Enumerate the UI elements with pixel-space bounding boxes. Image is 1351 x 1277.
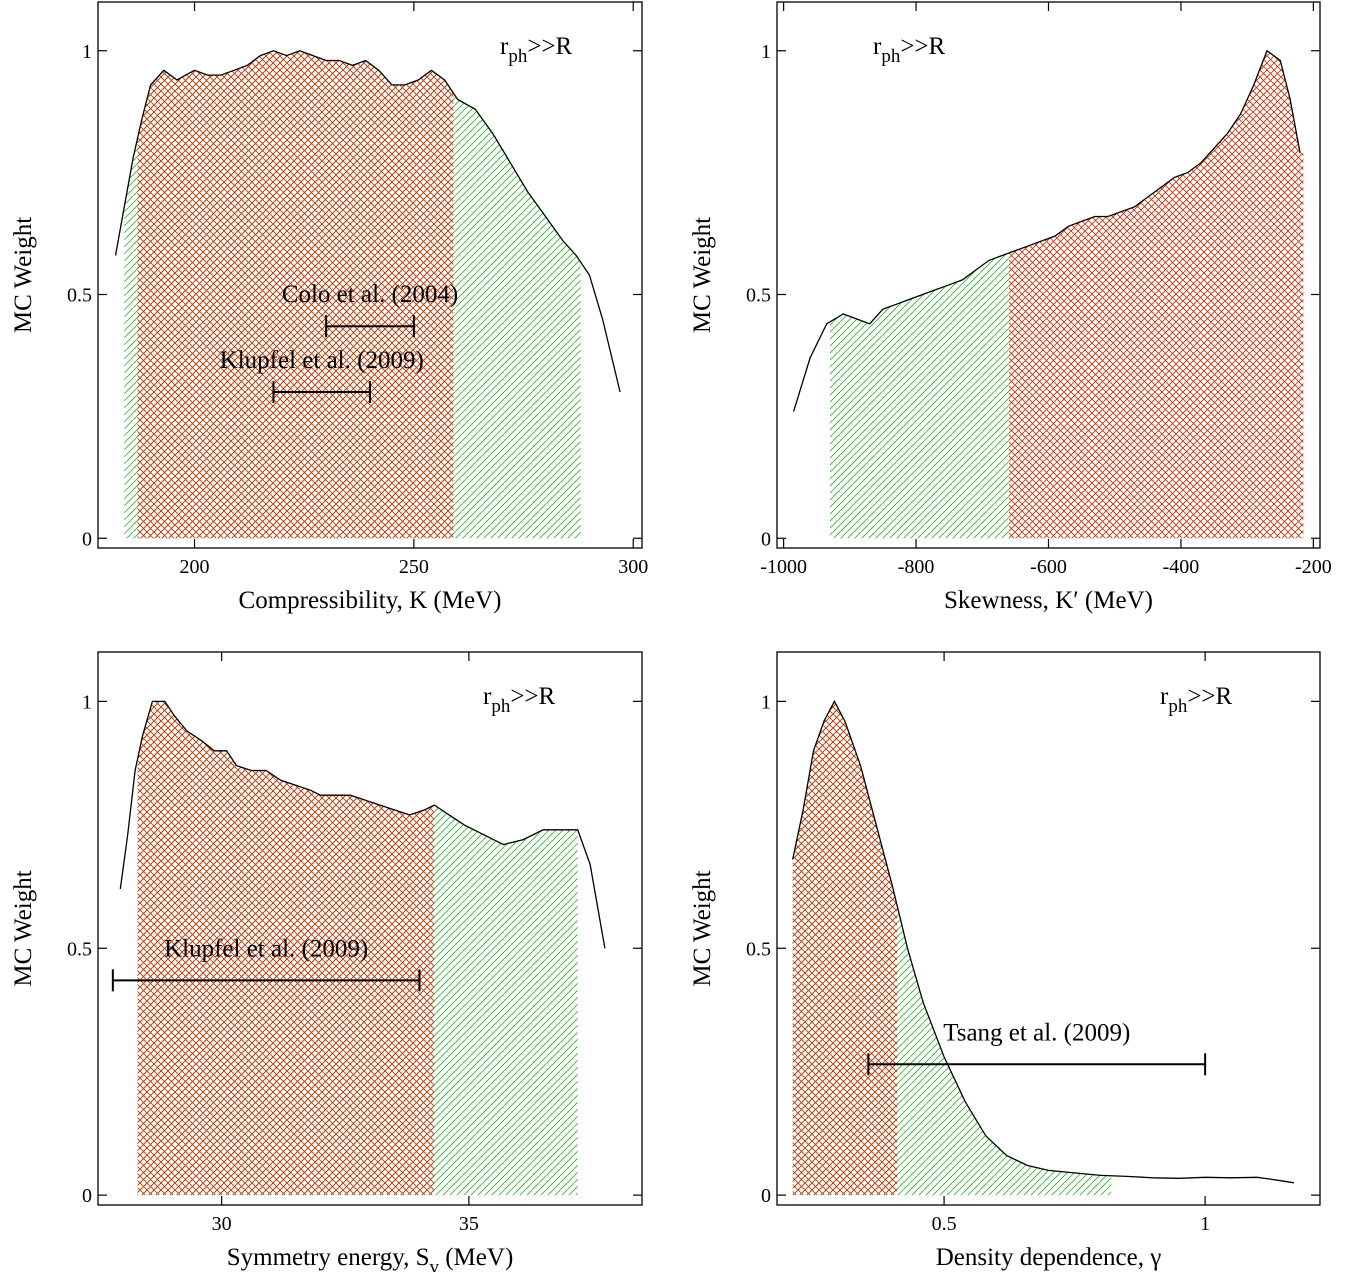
x-tick-label: 300	[618, 556, 648, 578]
condition-label: rph>>R	[500, 33, 573, 67]
y-tick-label: 0.5	[67, 938, 92, 960]
x-axis-label: Compressibility, K (MeV)	[239, 587, 502, 614]
red-shaded-region	[793, 701, 897, 1195]
y-tick-label: 0	[82, 1185, 92, 1207]
x-axis-label: Symmetry energy, Sv (MeV)	[227, 1244, 514, 1272]
error-bar-label: Colo et al. (2004)	[282, 281, 458, 308]
y-tick-label: 0	[761, 528, 771, 550]
x-tick-label: 0.5	[932, 1213, 957, 1235]
condition-label-tail: >>R	[900, 33, 945, 60]
condition-label-sub: ph	[881, 46, 901, 67]
y-tick-label: 0.5	[746, 938, 771, 960]
y-tick-label: 0.5	[746, 285, 771, 307]
x-axis-label-main: Symmetry energy, S	[227, 1244, 430, 1271]
condition-label: rph>>R	[873, 33, 946, 67]
error-bar-label: Klupfel et al. (2009)	[220, 347, 424, 374]
x-axis-label-tail: (MeV)	[439, 1244, 513, 1271]
x-tick-label: -600	[1030, 556, 1067, 578]
x-tick-label: -800	[898, 556, 935, 578]
y-tick-label: 1	[82, 41, 92, 63]
x-tick-label: -400	[1163, 556, 1200, 578]
condition-label-tail: >>R	[1187, 683, 1232, 710]
y-axis-label: MC Weight	[689, 870, 716, 986]
condition-label: rph>>R	[1160, 683, 1233, 717]
error-bar-label: Klupfel et al. (2009)	[164, 935, 368, 962]
y-axis-label: MC Weight	[10, 870, 37, 986]
y-axis-label: MC Weight	[689, 217, 716, 333]
x-tick-label: 1	[1200, 1213, 1210, 1235]
condition-label-tail: >>R	[527, 33, 572, 60]
condition-label: rph>>R	[483, 683, 556, 717]
x-tick-label: -200	[1295, 556, 1332, 578]
y-tick-label: 0.5	[67, 285, 92, 307]
x-axis-label: Skewness, K′ (MeV)	[944, 587, 1153, 614]
y-tick-label: 0	[82, 528, 92, 550]
y-axis-label: MC Weight	[10, 217, 37, 333]
x-tick-label: 30	[212, 1213, 232, 1235]
error-bar-label: Tsang et al. (2009)	[943, 1019, 1130, 1046]
panel-2: -1000 -800 -600 -400 -200 0 0.5 1 rph>>R MC Weigh…	[689, 2, 1332, 614]
panel-3: 30 35 0 0.5 1 Klupfel et al. (2009) rph>>R MC W…	[10, 652, 642, 1272]
condition-label-sub: ph	[1168, 696, 1188, 717]
x-axis-label-sub: v	[429, 1257, 439, 1272]
condition-label-sub: ph	[491, 696, 511, 717]
x-tick-label: 35	[459, 1213, 479, 1235]
condition-label-sub: ph	[508, 46, 528, 67]
red-shaded-region	[1009, 51, 1304, 539]
condition-label-tail: >>R	[510, 683, 555, 710]
x-tick-label: 250	[399, 556, 429, 578]
y-tick-label: 1	[761, 691, 771, 713]
y-tick-label: 0	[761, 1185, 771, 1207]
y-tick-label: 1	[82, 691, 92, 713]
x-tick-label: 200	[180, 556, 210, 578]
x-axis-label: Density dependence, γ	[936, 1244, 1162, 1271]
x-tick-label: -1000	[760, 556, 807, 578]
panel-4: 0.5 1 0 0.5 1 Tsang et al. (2009) rph>>R MC Wei…	[689, 652, 1320, 1271]
y-tick-label: 1	[761, 41, 771, 63]
panel-1: 200 250 300 0 0.5 1 Colo et al. (2004) Klupfel …	[10, 2, 648, 614]
